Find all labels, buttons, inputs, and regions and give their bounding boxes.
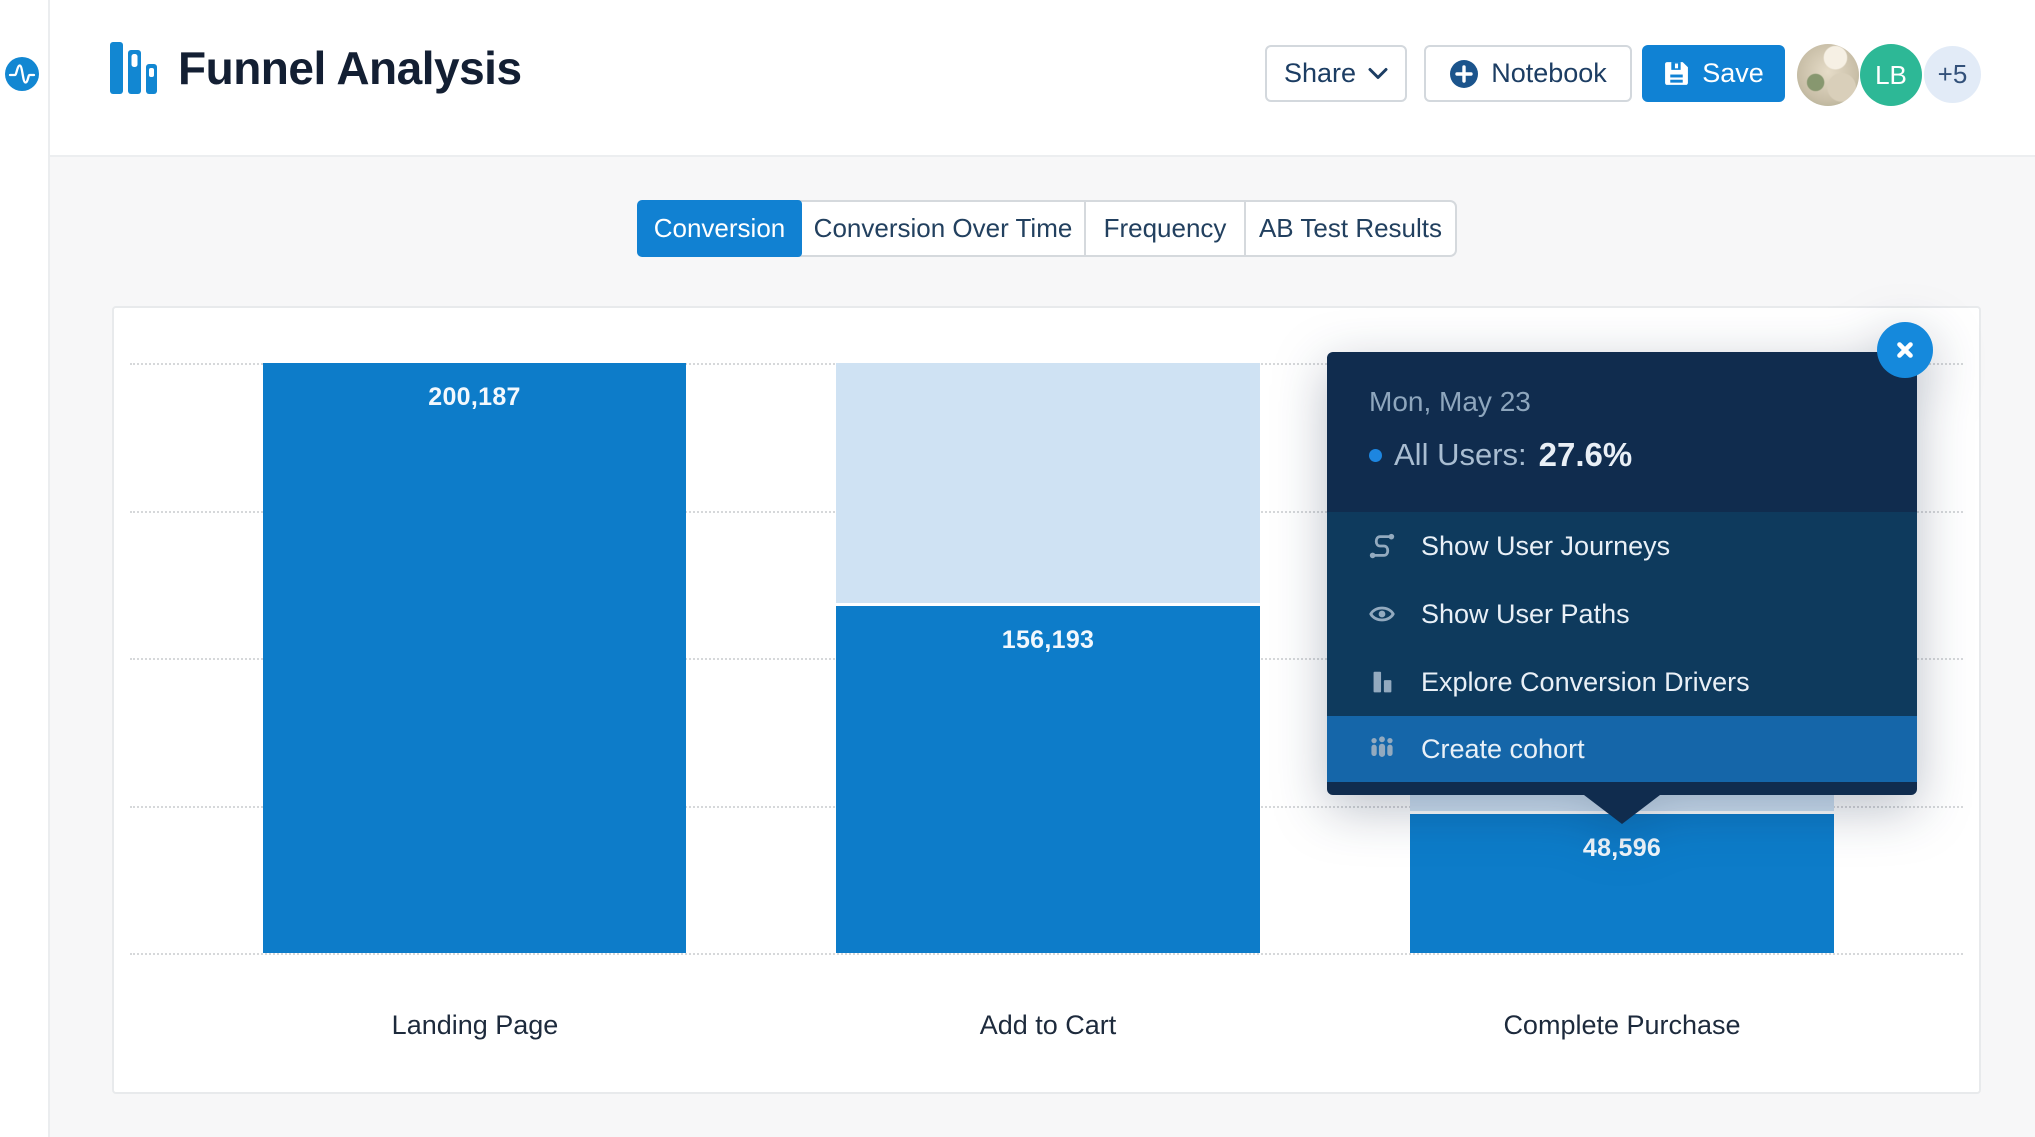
- tooltip-footer: [1327, 782, 1917, 795]
- tooltip-date: Mon, May 23: [1369, 386, 1531, 417]
- tab-conversion-over-time[interactable]: Conversion Over Time: [802, 202, 1086, 255]
- paths-icon: [1369, 606, 1395, 622]
- app-header: Funnel Analysis Share Notebook Save LB +…: [50, 0, 2035, 157]
- drivers-icon: [1373, 671, 1392, 693]
- tooltip-close-button[interactable]: [1877, 322, 1933, 378]
- bar-value-label: 200,187: [428, 383, 521, 411]
- x-axis-label-landing-page: Landing Page: [391, 1010, 559, 1040]
- page-title: Funnel Analysis: [178, 42, 522, 94]
- chevron-down-icon: [1368, 68, 1388, 79]
- tooltip-header: Mon, May 23 All Users: 27.6%: [1327, 352, 1917, 512]
- series-dot-icon: [1369, 448, 1382, 462]
- save-floppy-icon: [1665, 62, 1689, 85]
- menu-item-create-cohort[interactable]: Create cohort: [1327, 716, 1917, 782]
- dropoff-bar-add-to-cart[interactable]: [836, 363, 1260, 603]
- save-button-label: Save: [1702, 58, 1764, 88]
- avatar-initials: LB: [1875, 59, 1907, 90]
- menu-item-label: Create cohort: [1421, 733, 1585, 764]
- avatar-overflow-count[interactable]: +5: [1924, 46, 1981, 103]
- gridline: [130, 953, 1963, 955]
- journeys-icon: [1369, 533, 1395, 559]
- plus-circle-icon: [1450, 59, 1479, 88]
- funnel-chart-icon: [110, 42, 157, 94]
- notebook-button-label: Notebook: [1491, 58, 1607, 88]
- save-button[interactable]: Save: [1642, 45, 1785, 102]
- share-button[interactable]: Share: [1265, 45, 1407, 102]
- x-axis-label-complete-purchase: Complete Purchase: [1503, 1010, 1741, 1040]
- tooltip-menu: Show User Journeys Show User Paths Explo…: [1327, 512, 1917, 782]
- funnel-bar-complete-purchase[interactable]: 48,596: [1410, 814, 1834, 953]
- left-rail: [0, 0, 50, 1137]
- menu-item-show-user-paths[interactable]: Show User Paths: [1327, 580, 1917, 648]
- tab-ab-test-results[interactable]: AB Test Results: [1258, 213, 1443, 243]
- funnel-bar-add-to-cart[interactable]: 156,193: [836, 606, 1260, 953]
- bar-value-label: 156,193: [1001, 626, 1095, 654]
- notebook-button[interactable]: Notebook: [1424, 45, 1632, 102]
- share-button-label: Share: [1283, 58, 1357, 88]
- menu-item-label: Show User Journeys: [1421, 530, 1671, 561]
- menu-item-label: Show User Paths: [1421, 598, 1630, 629]
- avatar-overflow-label: +5: [1937, 59, 1968, 89]
- menu-item-show-user-journeys[interactable]: Show User Journeys: [1327, 512, 1917, 580]
- cohort-icon: [1371, 736, 1393, 757]
- view-tabbar: Conversion Conversion Over Time Frequenc…: [637, 200, 1457, 257]
- bar-value-label: 48,596: [1582, 834, 1662, 862]
- tooltip-value: 27.6%: [1538, 436, 1633, 473]
- tooltip-arrow: [1584, 795, 1660, 824]
- close-icon: [1897, 342, 1913, 358]
- datapoint-tooltip: Mon, May 23 All Users: 27.6% Show User J…: [1327, 322, 1933, 824]
- menu-item-explore-conversion-drivers[interactable]: Explore Conversion Drivers: [1327, 648, 1917, 716]
- tab-conversion[interactable]: Conversion: [637, 200, 802, 257]
- funnel-bar-landing-page[interactable]: 200,187: [263, 363, 686, 953]
- amplitude-logo-icon[interactable]: [5, 57, 39, 91]
- tab-frequency[interactable]: Frequency: [1086, 202, 1246, 255]
- tooltip-series-label: All Users:: [1394, 437, 1527, 472]
- x-axis-label-add-to-cart: Add to Cart: [979, 1010, 1117, 1040]
- menu-item-label: Explore Conversion Drivers: [1421, 666, 1750, 697]
- user-initials-avatar[interactable]: LB: [1860, 44, 1922, 106]
- user-photo-avatar[interactable]: [1797, 44, 1859, 106]
